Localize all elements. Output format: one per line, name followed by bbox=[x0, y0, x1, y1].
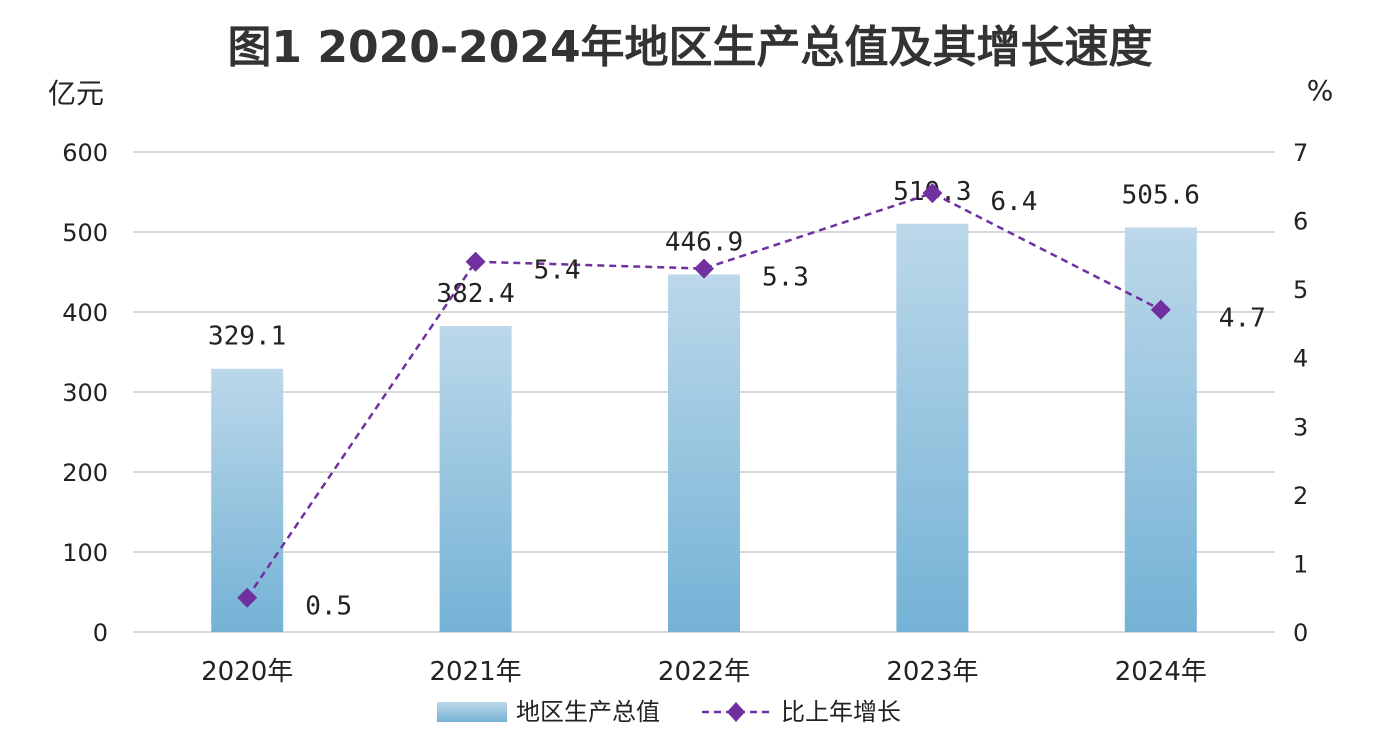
line-marker bbox=[694, 258, 714, 279]
category-label: 2024年 bbox=[1115, 657, 1207, 687]
bar bbox=[896, 223, 969, 632]
line-marker bbox=[465, 251, 486, 272]
left-axis-ticks: 0 100 200 300 400 500 600 bbox=[62, 139, 108, 647]
bar-value-label: 446.9 bbox=[665, 227, 743, 257]
bar-series bbox=[211, 223, 1197, 632]
left-axis-unit: 亿元 bbox=[48, 77, 104, 110]
legend-line-label: 比上年增长 bbox=[781, 698, 901, 726]
line-value-label: 5.4 bbox=[534, 256, 581, 286]
left-tick-label: 400 bbox=[62, 299, 108, 327]
chart-title: 图1 2020-2024年地区生产总值及其增长速度 bbox=[227, 22, 1152, 73]
right-axis-ticks: 0 1 2 3 4 5 6 7 bbox=[1293, 139, 1308, 647]
left-tick-label: 600 bbox=[62, 139, 108, 167]
right-axis-unit: % bbox=[1307, 74, 1334, 107]
line-value-label: 0.5 bbox=[305, 592, 352, 622]
right-tick-label: 1 bbox=[1293, 550, 1308, 578]
category-label: 2022年 bbox=[658, 657, 750, 687]
left-tick-label: 200 bbox=[62, 459, 108, 487]
right-tick-label: 2 bbox=[1293, 482, 1308, 510]
category-labels: 2020年 2021年 2022年 2023年 2024年 bbox=[201, 657, 1207, 687]
bar-value-label: 329.1 bbox=[208, 322, 286, 352]
right-tick-label: 7 bbox=[1293, 139, 1308, 167]
line-value-label: 4.7 bbox=[1219, 304, 1266, 334]
right-tick-label: 3 bbox=[1293, 413, 1308, 441]
legend: 地区生产总值 比上年增长 bbox=[437, 698, 901, 726]
line-series bbox=[237, 183, 1171, 608]
line-marker bbox=[237, 587, 258, 608]
right-tick-label: 0 bbox=[1293, 619, 1308, 647]
legend-bar-label: 地区生产总值 bbox=[516, 698, 660, 726]
right-tick-label: 5 bbox=[1293, 276, 1308, 304]
left-tick-label: 100 bbox=[62, 539, 108, 567]
bar bbox=[1124, 227, 1197, 632]
legend-line-marker bbox=[727, 702, 745, 722]
bar-value-label: 505.6 bbox=[1122, 181, 1200, 211]
growth-line bbox=[246, 191, 1162, 599]
legend-bar-swatch bbox=[437, 702, 507, 722]
bar bbox=[668, 274, 740, 632]
line-marker bbox=[922, 183, 943, 204]
left-tick-label: 500 bbox=[62, 219, 108, 247]
left-tick-label: 0 bbox=[93, 619, 108, 647]
line-marker bbox=[1150, 299, 1171, 320]
right-tick-label: 6 bbox=[1293, 208, 1308, 236]
category-label: 2021年 bbox=[430, 657, 522, 687]
line-value-label: 6.4 bbox=[990, 187, 1037, 217]
line-data-labels: 0.5 5.4 5.3 6.4 4.7 bbox=[305, 187, 1266, 622]
category-label: 2023年 bbox=[886, 657, 978, 687]
bar-value-label: 382.4 bbox=[436, 279, 514, 309]
line-value-label: 5.3 bbox=[762, 263, 809, 293]
right-tick-label: 4 bbox=[1293, 345, 1308, 373]
left-tick-label: 300 bbox=[62, 379, 108, 407]
bar bbox=[439, 326, 512, 632]
category-label: 2020年 bbox=[201, 657, 293, 687]
